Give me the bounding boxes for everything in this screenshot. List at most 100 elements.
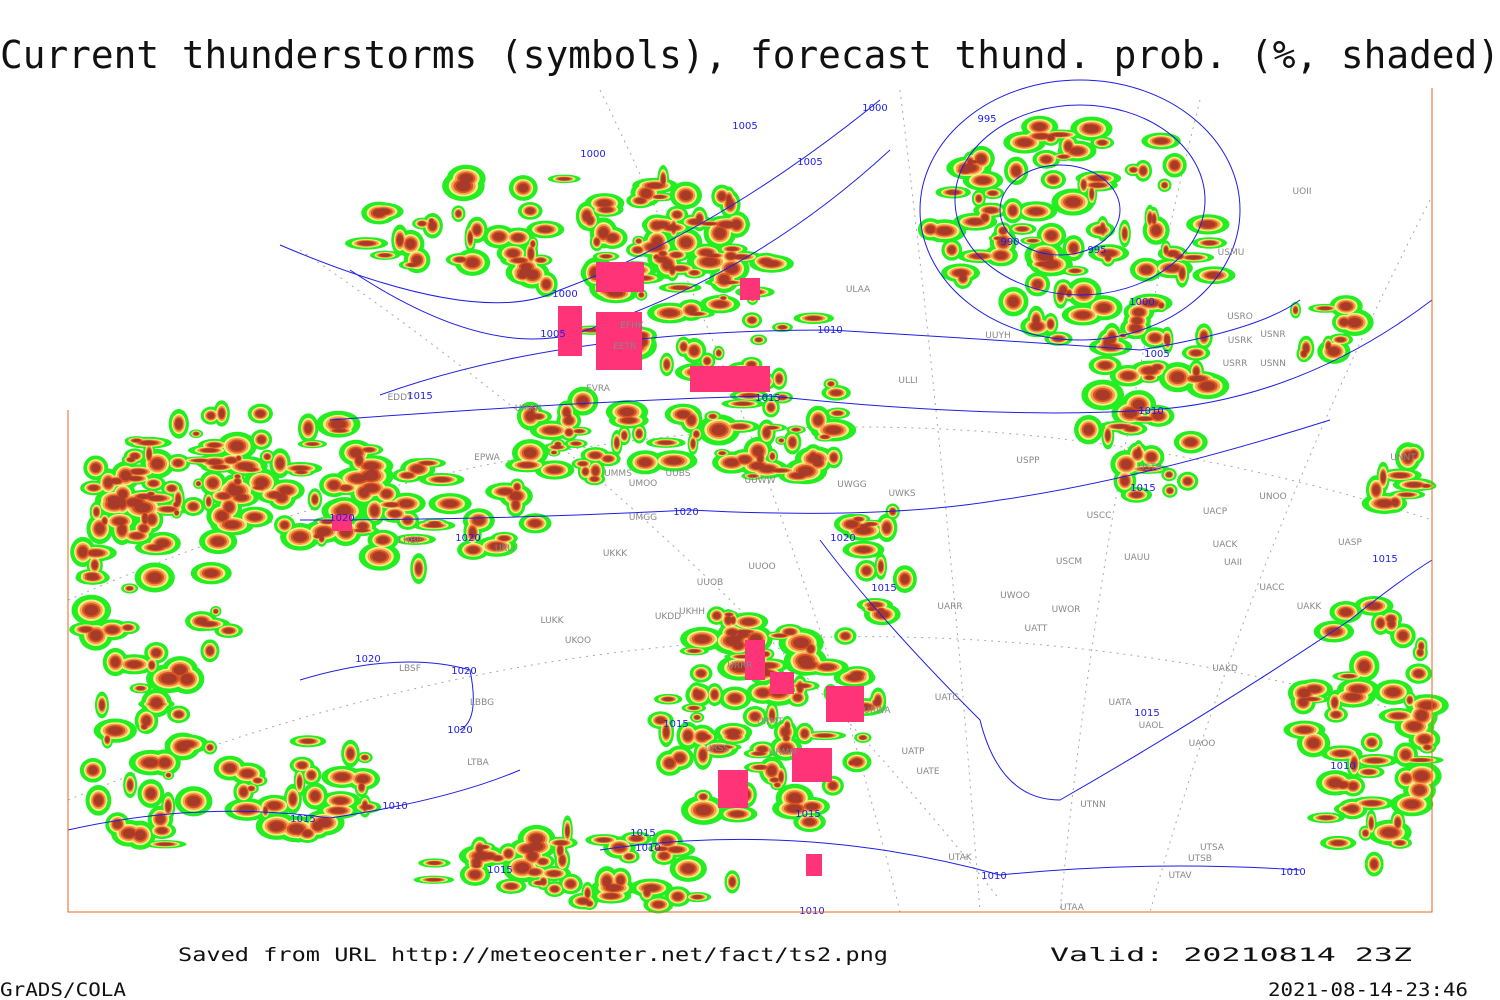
shade: [731, 219, 742, 230]
isobar-label: 1010: [1138, 406, 1163, 417]
station-label: USTR: [1138, 463, 1162, 473]
shade: [621, 417, 636, 424]
isobar-label: 1000: [862, 103, 887, 114]
station-label: ULAA: [846, 285, 871, 295]
storm-symbol: [332, 515, 352, 531]
shade: [223, 628, 234, 634]
shade: [730, 811, 745, 817]
shade: [1152, 412, 1164, 420]
shade: [828, 381, 834, 386]
shade: [1340, 608, 1352, 616]
shade: [774, 783, 780, 787]
shade: [579, 461, 587, 466]
shade: [1298, 697, 1308, 707]
shade: [140, 440, 157, 445]
shade: [1131, 492, 1142, 498]
shade: [1049, 176, 1058, 183]
shade: [1319, 815, 1333, 820]
shade: [1089, 189, 1094, 199]
shade: [701, 257, 718, 266]
shade: [1348, 317, 1362, 328]
shade: [147, 449, 152, 460]
station-label: USRK: [1228, 336, 1254, 346]
shade: [213, 609, 218, 614]
shade: [673, 892, 683, 901]
shade: [555, 442, 561, 447]
station-label: UACK: [1213, 540, 1239, 550]
shade: [131, 469, 146, 475]
shade: [127, 457, 135, 462]
shade: [88, 550, 104, 556]
shade: [1179, 268, 1185, 279]
shade: [131, 453, 139, 459]
shade: [1167, 250, 1178, 257]
station-label: UARR: [937, 602, 962, 612]
shade: [376, 208, 391, 215]
shade: [761, 663, 776, 668]
shade: [1380, 471, 1386, 483]
shade: [489, 542, 504, 550]
shade: [544, 426, 560, 434]
shade: [590, 476, 599, 482]
shade: [218, 493, 230, 499]
shade: [1120, 459, 1132, 470]
shade: [312, 495, 318, 504]
shade: [433, 477, 450, 482]
shade: [622, 432, 627, 439]
shade: [78, 546, 88, 558]
shade: [1407, 722, 1422, 731]
shade: [127, 780, 133, 790]
shade: [619, 407, 635, 417]
shade: [204, 569, 219, 578]
shade: [680, 343, 687, 351]
shade: [767, 403, 775, 411]
station-label: UWKS: [888, 489, 915, 499]
shade: [1189, 375, 1206, 382]
shade: [659, 852, 669, 859]
shade: [193, 459, 208, 462]
shade: [1132, 399, 1145, 410]
shade: [565, 825, 570, 837]
shade: [1143, 299, 1159, 307]
shade: [1350, 685, 1366, 693]
storm-symbol: [596, 262, 644, 292]
shade: [355, 454, 363, 465]
shade: [80, 626, 92, 633]
shade: [1203, 240, 1216, 245]
shade: [598, 227, 609, 239]
shade: [1402, 774, 1411, 783]
shade: [1358, 660, 1370, 672]
shade: [1395, 818, 1401, 828]
shade: [130, 532, 143, 539]
shade: [1200, 381, 1216, 391]
shade: [147, 514, 156, 524]
shade: [1142, 367, 1157, 375]
station-label: UATP: [902, 747, 926, 757]
isobar-label: 1015: [871, 583, 896, 594]
shade: [657, 256, 668, 263]
shade: [142, 758, 158, 768]
shade: [693, 689, 700, 698]
station-label: ULLI: [898, 376, 917, 386]
shade: [150, 702, 163, 706]
shade: [1376, 499, 1393, 508]
shade: [559, 855, 566, 865]
storm-symbol: [690, 366, 770, 392]
shade: [673, 211, 681, 218]
shade: [88, 766, 98, 775]
shade: [1136, 448, 1141, 457]
shade: [330, 419, 347, 429]
shade: [548, 870, 560, 877]
station-label: UNOO: [1259, 492, 1287, 502]
station-label: UASP: [1338, 538, 1362, 548]
shade: [1183, 477, 1192, 485]
shade: [297, 762, 307, 769]
shade: [636, 430, 642, 438]
station-label: UTAA: [1060, 903, 1085, 913]
station-label: UOII: [1293, 187, 1312, 197]
shade: [1166, 472, 1172, 477]
storm-symbol: [740, 278, 760, 300]
shade: [778, 325, 787, 329]
shade: [658, 440, 673, 445]
shade: [1307, 685, 1321, 693]
